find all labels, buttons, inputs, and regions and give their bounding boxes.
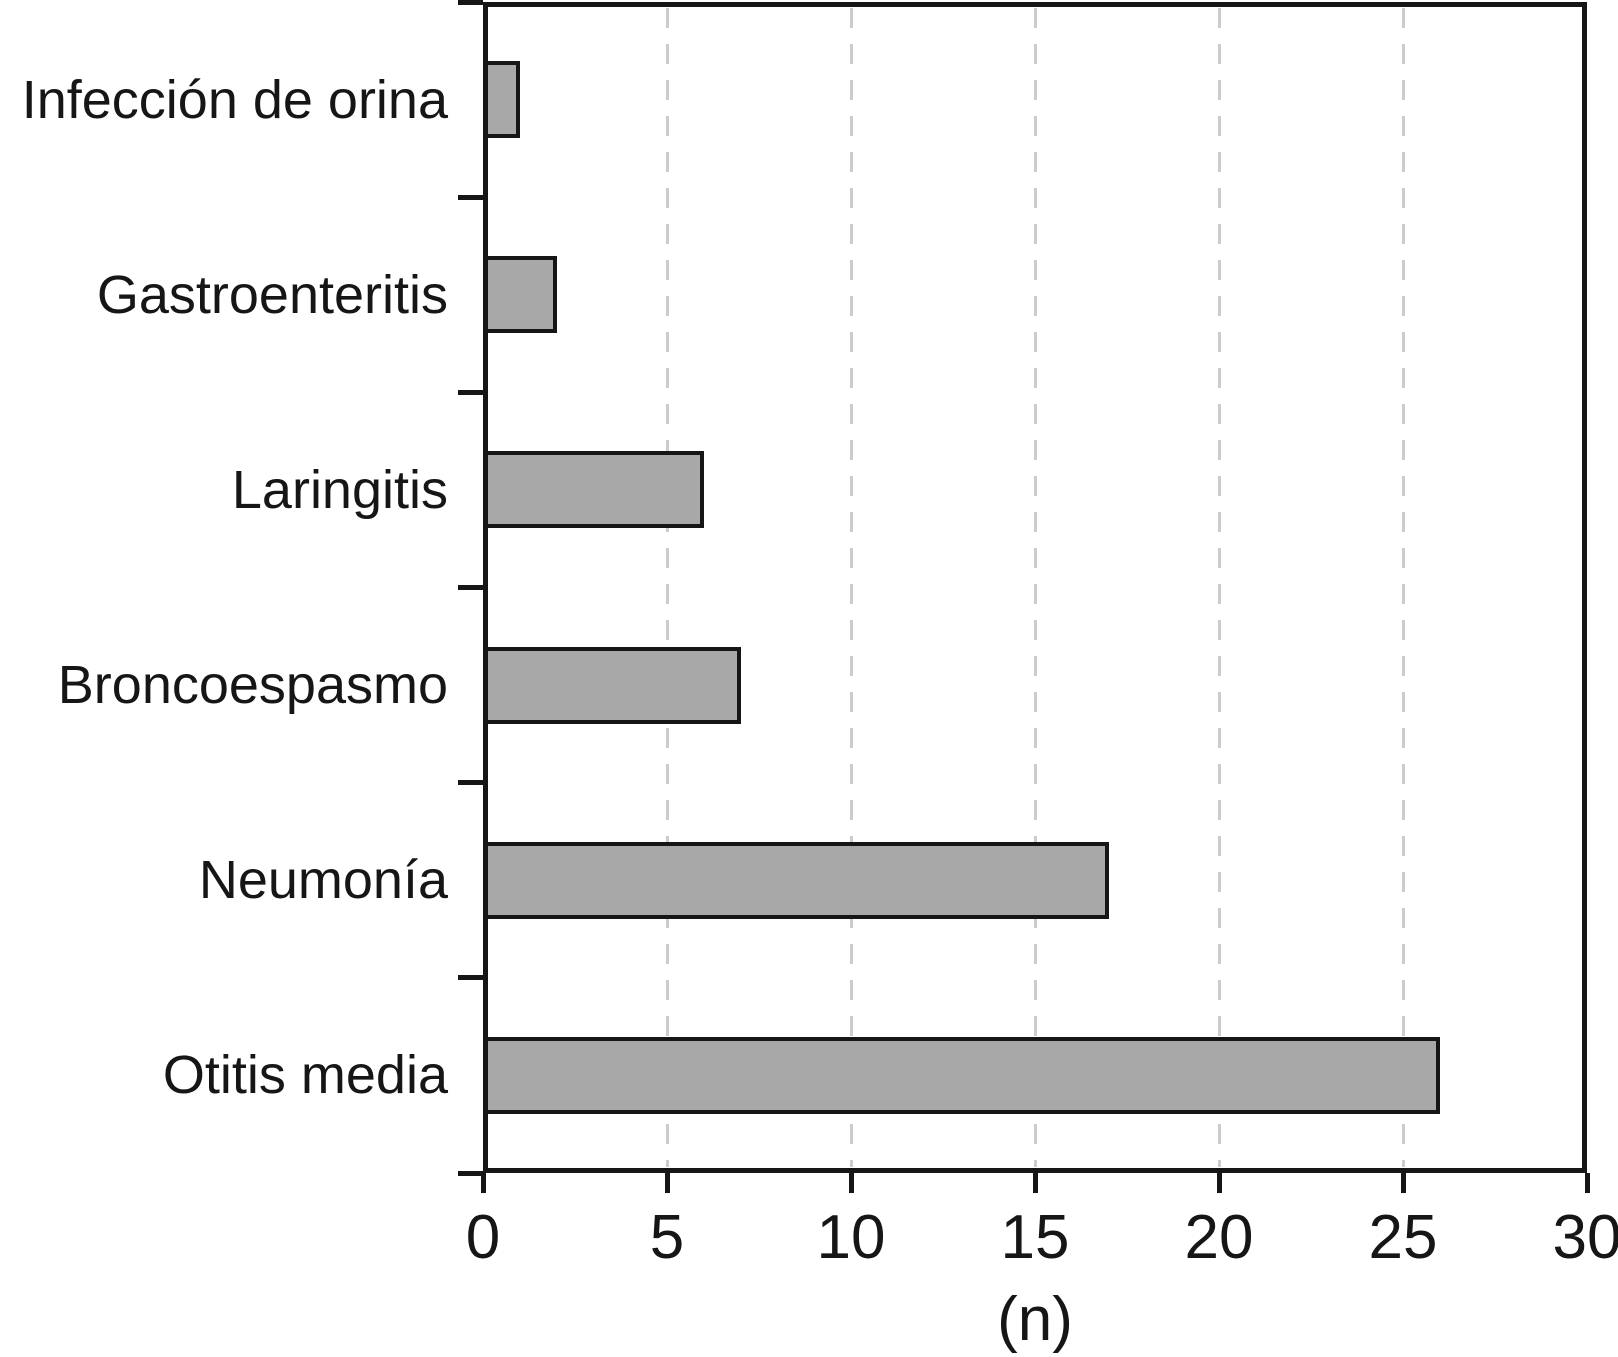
x-tick-label: 30 — [1552, 1203, 1618, 1272]
x-axis-tick — [1217, 1173, 1222, 1193]
x-tick-label: 0 — [465, 1203, 501, 1272]
category-label: Otitis media — [162, 1045, 448, 1105]
x-tick-label: 5 — [649, 1203, 685, 1272]
bar-gastroenteritis — [483, 256, 557, 333]
x-axis-tick — [1401, 1173, 1406, 1193]
category-label: Infección de orina — [21, 70, 448, 130]
category-label: Broncoespasmo — [57, 655, 448, 715]
bar-otitis-media — [483, 1037, 1440, 1114]
category-label: Neumonía — [198, 850, 448, 910]
x-tick-label: 10 — [816, 1203, 886, 1272]
x-tick-label: 20 — [1184, 1203, 1254, 1272]
x-axis-tick — [849, 1173, 854, 1193]
gridline — [1401, 8, 1405, 1167]
x-tick-label: 25 — [1368, 1203, 1438, 1272]
x-axis-tick — [665, 1173, 670, 1193]
bar-laringitis — [483, 451, 704, 528]
y-axis-tick — [458, 0, 483, 5]
x-axis-tick — [1585, 1173, 1590, 1193]
x-axis-label: (n) — [997, 1285, 1073, 1354]
y-axis-tick — [458, 1171, 483, 1176]
y-axis-tick — [458, 780, 483, 785]
category-label: Laringitis — [231, 460, 448, 520]
bar-neumon-a — [483, 842, 1109, 919]
gridline — [665, 8, 669, 1167]
gridline — [1217, 8, 1221, 1167]
x-axis-tick — [481, 1173, 486, 1193]
x-tick-label: 15 — [1000, 1203, 1070, 1272]
gridline — [849, 8, 853, 1167]
bar-infecci-n-de-orina — [483, 61, 520, 138]
bar-broncoespasmo — [483, 647, 741, 724]
y-axis-tick — [458, 585, 483, 590]
category-label: Gastroenteritis — [96, 265, 448, 325]
y-axis-tick — [458, 975, 483, 980]
gridline — [1033, 8, 1037, 1167]
x-axis-tick — [1033, 1173, 1038, 1193]
y-axis-tick — [458, 195, 483, 200]
y-axis-tick — [458, 390, 483, 395]
